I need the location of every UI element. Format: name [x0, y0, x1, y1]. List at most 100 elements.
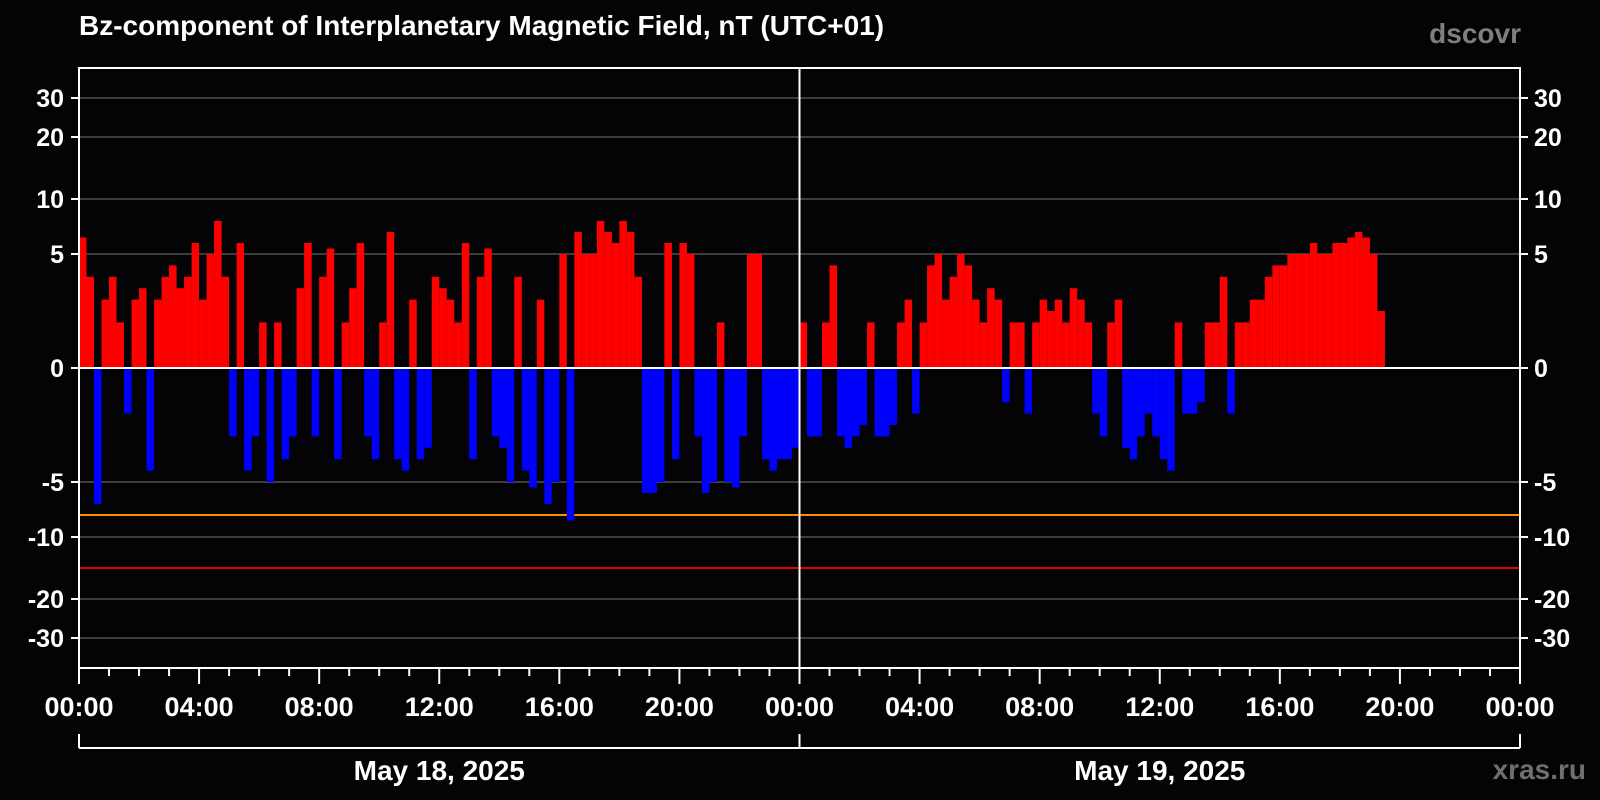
data-bar [731, 368, 740, 488]
data-bar [169, 265, 177, 368]
data-bar [1354, 232, 1363, 368]
y-tick-label: 30 [1534, 85, 1562, 113]
data-bar [589, 254, 597, 368]
x-tick-label: 16:00 [1245, 692, 1314, 722]
data-bar [679, 243, 687, 368]
data-bar [671, 368, 680, 460]
data-bar [409, 299, 417, 368]
data-bar [529, 368, 537, 488]
data-bar [761, 368, 770, 460]
data-bar [1377, 311, 1385, 368]
data-bar [131, 299, 140, 368]
data-bar [274, 322, 282, 368]
data-bar [319, 276, 327, 368]
data-bar [1347, 237, 1355, 368]
data-bar [949, 276, 958, 368]
data-bar [161, 276, 170, 368]
data-bar [814, 368, 823, 437]
data-bar [431, 276, 440, 368]
data-bar [746, 254, 755, 368]
data-bar [1242, 322, 1250, 368]
data-bar [281, 368, 290, 460]
data-bar [942, 299, 950, 368]
data-bar [1182, 368, 1190, 414]
data-bar [416, 368, 425, 460]
data-bar [897, 322, 905, 368]
data-bar [184, 276, 192, 368]
data-bar [154, 299, 162, 368]
data-bar [927, 265, 935, 368]
y-tick-label: 0 [1534, 355, 1548, 383]
data-bar [544, 368, 552, 504]
data-bar [1039, 299, 1048, 368]
data-bar [386, 232, 395, 368]
data-bar [334, 368, 342, 460]
data-bar [109, 276, 117, 368]
y-tick-label: 10 [36, 186, 64, 214]
data-bar [1362, 237, 1370, 368]
date-label: May 19, 2025 [1074, 755, 1245, 786]
data-bar [1204, 322, 1213, 368]
data-bar [454, 322, 462, 368]
data-bar [852, 368, 860, 437]
data-bar [1054, 299, 1063, 368]
y-tick-label: 5 [50, 241, 64, 269]
data-bar [296, 288, 305, 368]
data-bar [559, 254, 567, 368]
y-tick-label: 30 [36, 85, 64, 113]
y-tick-label: -30 [1534, 625, 1570, 653]
data-bar [1369, 254, 1378, 368]
data-bar [86, 276, 95, 368]
data-bar [139, 288, 147, 368]
data-bar [769, 368, 777, 471]
data-bar [1249, 299, 1258, 368]
x-tick-label: 12:00 [1125, 692, 1194, 722]
date-label: May 18, 2025 [354, 755, 525, 786]
data-bar [206, 254, 215, 368]
data-bar [656, 368, 665, 482]
data-bar [461, 243, 470, 368]
data-bar [912, 368, 920, 414]
data-bar [499, 368, 507, 448]
data-bar [1144, 368, 1153, 414]
x-tick-label: 20:00 [645, 692, 714, 722]
data-bar [1129, 368, 1138, 460]
data-bar [1264, 276, 1273, 368]
data-bar [484, 248, 492, 368]
y-tick-label: -5 [1534, 469, 1556, 497]
data-bar [469, 368, 477, 460]
x-tick-label: 00:00 [1485, 692, 1554, 722]
y-tick-label: 20 [36, 124, 64, 152]
data-bar [874, 368, 883, 437]
data-bar [364, 368, 372, 437]
data-bar [311, 368, 320, 437]
data-bar [596, 221, 605, 368]
data-bar [199, 299, 207, 368]
data-bar [964, 265, 973, 368]
data-bar [259, 322, 267, 368]
data-bar [822, 322, 830, 368]
data-bar [1002, 368, 1010, 403]
data-bar [867, 322, 875, 368]
data-bar [379, 322, 387, 368]
data-bar [1279, 265, 1288, 368]
data-bar [837, 368, 845, 437]
data-bar [754, 254, 762, 368]
data-bar [919, 322, 928, 368]
data-bar [1174, 322, 1183, 368]
x-tick-label: 04:00 [165, 692, 234, 722]
data-bar [1324, 254, 1333, 368]
data-bar [244, 368, 252, 471]
y-tick-label: 10 [1534, 186, 1562, 214]
data-bar [844, 368, 853, 448]
data-bar [1219, 276, 1228, 368]
data-bar [882, 368, 890, 437]
data-bar [439, 288, 447, 368]
data-bar [514, 276, 522, 368]
data-bar [1017, 322, 1025, 368]
data-bar [101, 299, 110, 368]
data-bar [446, 299, 455, 368]
data-bar [859, 368, 868, 425]
y-tick-label: -10 [1534, 524, 1570, 552]
